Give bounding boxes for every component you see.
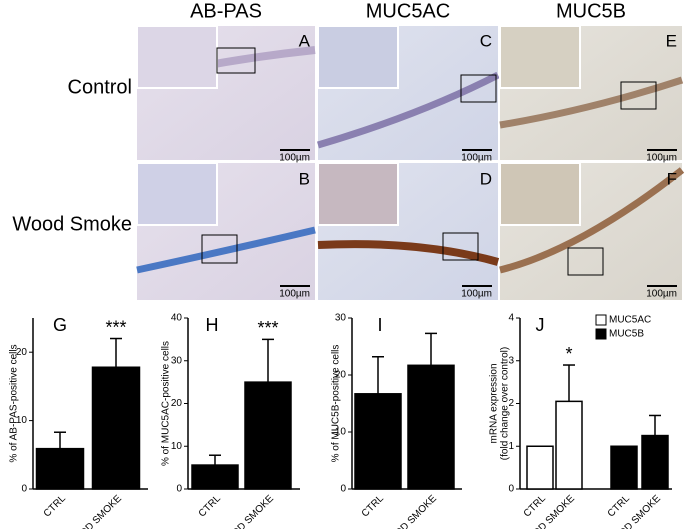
inset [317, 25, 399, 89]
bar [191, 464, 239, 490]
y-tick-label: 10 [335, 427, 347, 438]
inset [136, 25, 218, 89]
y-tick-label: 40 [171, 313, 183, 324]
x-tick-label: CTRL [42, 493, 69, 520]
inset [136, 162, 218, 226]
panel-letter: H [206, 315, 219, 335]
x-tick-label: WOOD SMOKE [381, 493, 439, 529]
y-tick-label: 30 [335, 313, 347, 324]
panel-letter: C [480, 31, 492, 50]
panel-letter: I [377, 315, 382, 335]
scale-label: 100µm [646, 289, 677, 300]
y-tick-label: 2 [508, 398, 514, 409]
micrographs [136, 25, 685, 300]
y-tick-label: 10 [171, 441, 183, 452]
zoom-box [620, 81, 657, 110]
bar [610, 445, 638, 490]
panel-letter: B [299, 169, 310, 188]
y-tick-label: 1 [508, 441, 514, 452]
y-axis-label: mRNA expression [489, 363, 500, 443]
legend-swatch [595, 314, 607, 326]
bar [354, 393, 402, 490]
tissue [317, 71, 500, 149]
y-tick-label: 0 [340, 484, 346, 495]
bar [407, 364, 455, 490]
legend-label: MUC5B [609, 329, 644, 340]
tissue [499, 167, 685, 274]
bar [244, 381, 292, 490]
scale-label: 100µm [461, 289, 492, 300]
y-axis-label: % of MUC5B-positive cells [331, 345, 342, 463]
scale-label: 100µm [279, 153, 310, 164]
y-axis-label: % of MUC5AC-positive cells [161, 341, 172, 466]
y-tick-label: 20 [16, 347, 28, 358]
panel-letter: D [480, 169, 492, 188]
tissue [317, 240, 500, 266]
inset [499, 162, 581, 226]
y-tick-label: 0 [176, 484, 182, 495]
y-tick-label: 20 [335, 370, 347, 381]
y-tick-label: 10 [16, 415, 28, 426]
annotation: *** [105, 317, 126, 337]
zoom-box [442, 232, 479, 261]
panel-letter: F [667, 169, 677, 188]
scale-label: 100µm [279, 289, 310, 300]
zoom-box [567, 247, 604, 276]
bar [35, 447, 85, 490]
tissue [136, 226, 316, 274]
x-tick-label: WOOD SMOKE [218, 493, 276, 529]
inset [317, 162, 399, 226]
y-tick-label: 0 [508, 484, 514, 495]
y-tick-label: 0 [21, 484, 27, 495]
panel-letter: J [536, 315, 545, 335]
inset [499, 25, 581, 89]
y-tick-label: 4 [508, 313, 514, 324]
panel-letter: A [299, 31, 311, 50]
y-tick-label: 3 [508, 355, 514, 366]
row-title: Wood Smoke [12, 213, 132, 235]
scale-label: 100µm [461, 153, 492, 164]
y-axis-label: (fold change over control) [500, 347, 511, 460]
y-tick-label: 20 [171, 398, 183, 409]
bar [526, 445, 554, 490]
annotation: *** [257, 318, 278, 338]
panel-letter: E [666, 31, 677, 50]
column-title: MUC5AC [366, 0, 450, 22]
legend-label: MUC5AC [609, 315, 651, 326]
zoom-box [216, 47, 256, 74]
y-axis-label: % of AB-PAS-positive cells [9, 344, 20, 462]
x-tick-label: CTRL [360, 493, 387, 520]
x-tick-label: WOOD SMOKE [66, 493, 124, 529]
x-tick-label: CTRL [522, 493, 549, 520]
zoom-box [201, 234, 238, 264]
column-title: MUC5B [556, 0, 626, 22]
bar [91, 366, 141, 490]
x-tick-label: CTRL [606, 493, 633, 520]
x-tick-label: CTRL [197, 493, 224, 520]
scale-label: 100µm [646, 153, 677, 164]
column-title: AB-PAS [190, 0, 262, 22]
annotation: * [565, 344, 572, 364]
row-title: Control [68, 76, 132, 98]
bar [641, 434, 669, 490]
y-tick-label: 30 [171, 355, 183, 366]
bar [555, 400, 583, 490]
legend-swatch [595, 328, 607, 340]
panel-letter: G [53, 315, 67, 335]
tissue [499, 76, 684, 129]
zoom-box [460, 74, 497, 103]
